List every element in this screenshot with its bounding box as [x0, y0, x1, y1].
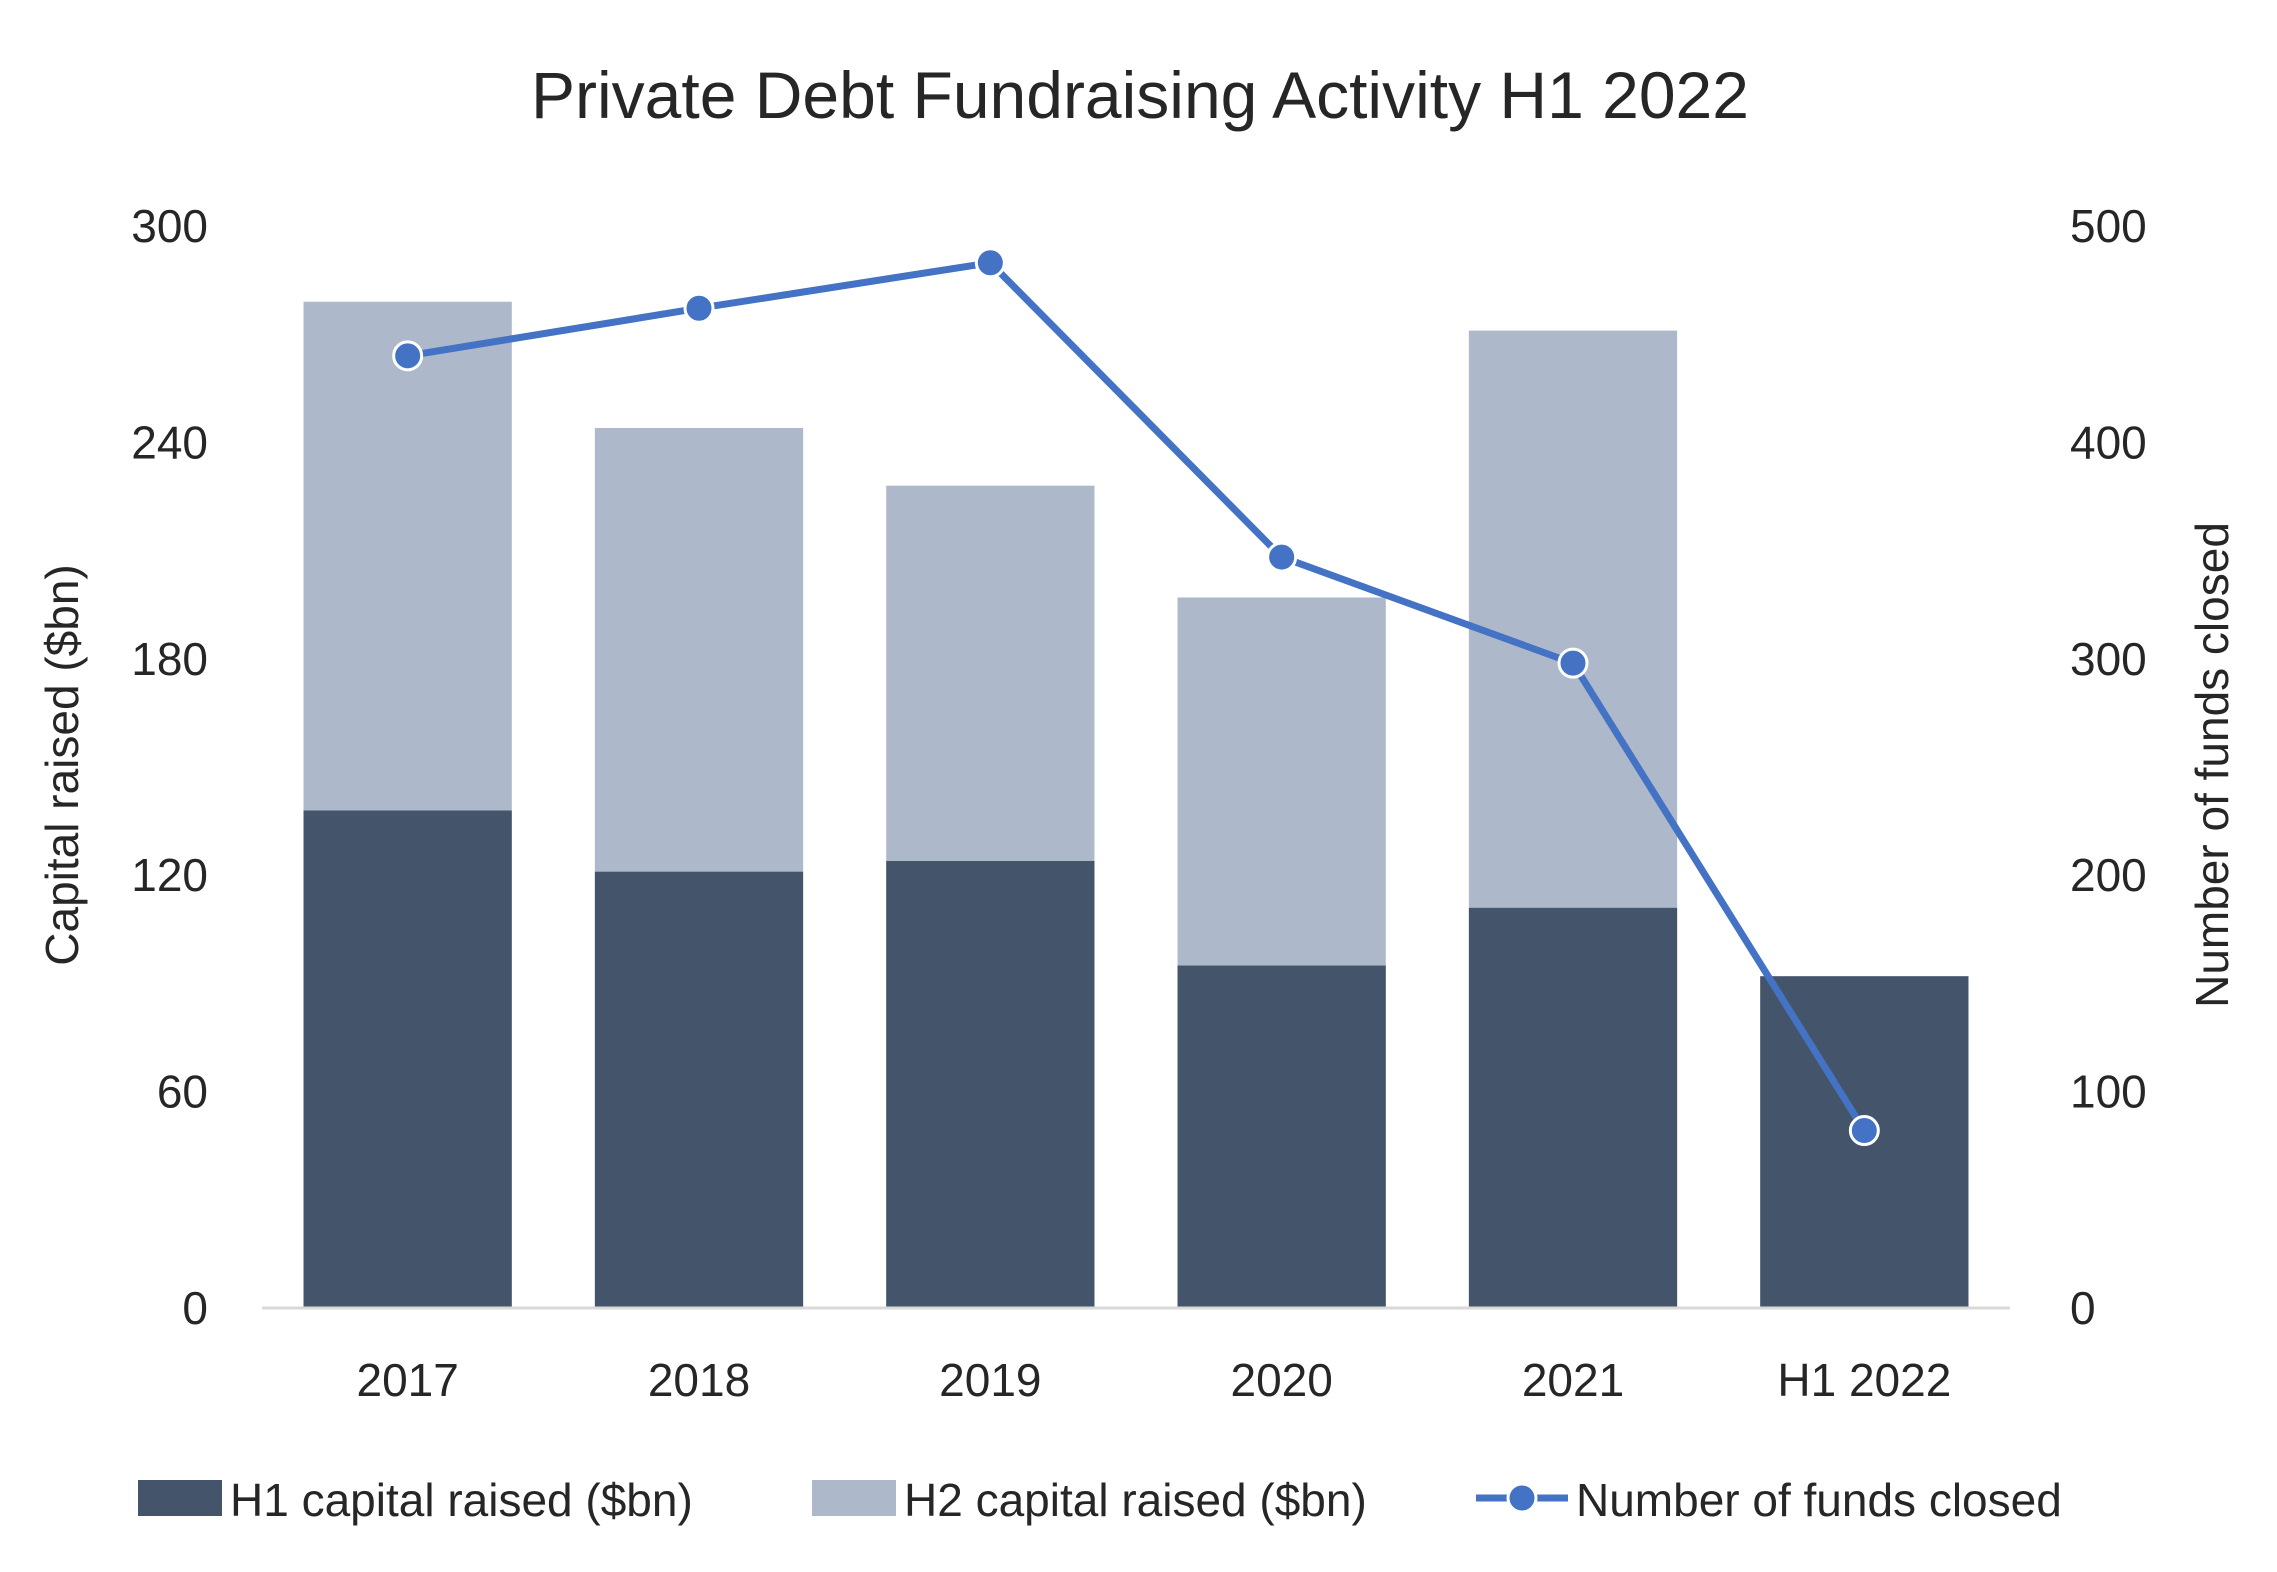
chart-title: Private Debt Fundraising Activity H1 202…: [531, 58, 1749, 132]
right-tick-label: 400: [2070, 416, 2147, 468]
bar-h1-2020: [1177, 965, 1386, 1308]
legend-label-h1: H1 capital raised ($bn): [230, 1474, 693, 1526]
left-tick-label: 60: [157, 1066, 208, 1118]
x-tick-label: 2021: [1522, 1354, 1624, 1406]
right-tick-label: 100: [2070, 1066, 2147, 1118]
legend-label-h2: H2 capital raised ($bn): [904, 1474, 1367, 1526]
left-tick-label: 240: [131, 416, 208, 468]
funds-closed-line: [407, 259, 1868, 1133]
left-tick-label: 300: [131, 200, 208, 252]
left-tick-label: 0: [182, 1282, 208, 1334]
bar-h1-2018: [594, 871, 804, 1308]
bar-h2-2018: [594, 427, 804, 872]
bar-h1-2021: [1468, 907, 1678, 1308]
funds-closed-marker: [1848, 1115, 1880, 1147]
right-tick-label: 0: [2070, 1282, 2096, 1334]
bar-h2-2019: [886, 485, 1095, 861]
bar-h2-2021: [1468, 330, 1678, 908]
legend-swatch-h1: [138, 1480, 222, 1516]
funds-closed-marker: [1557, 647, 1589, 679]
bar-h2-2017: [303, 301, 512, 811]
legend-label-funds: Number of funds closed: [1576, 1474, 2062, 1526]
bar-h2-2020: [1177, 597, 1386, 966]
legend-swatch-marker: [1506, 1482, 1538, 1514]
x-tick-label: 2020: [1230, 1354, 1332, 1406]
right-tick-label: 200: [2070, 849, 2147, 901]
bar-h1-2019: [886, 860, 1095, 1308]
right-axis-title: Number of funds closed: [2186, 522, 2238, 1008]
x-tick-label: 2017: [356, 1354, 458, 1406]
x-tick-label: 2018: [648, 1354, 750, 1406]
funds-closed-marker: [974, 247, 1006, 279]
x-tick-label: H1 2022: [1777, 1354, 1951, 1406]
left-tick-label: 120: [131, 849, 208, 901]
right-tick-label: 500: [2070, 200, 2147, 252]
bar-h1-2017: [303, 810, 512, 1308]
left-tick-label: 180: [131, 633, 208, 685]
legend: H1 capital raised ($bn) H2 capital raised…: [138, 1474, 2062, 1526]
legend-swatch-h2: [812, 1480, 896, 1516]
left-axis-ticks: 0 60 120 180 240 300: [131, 200, 208, 1334]
funds-closed-marker: [683, 292, 715, 324]
line-series-layer: [392, 247, 1880, 1147]
funds-closed-marker: [1266, 541, 1298, 573]
x-tick-label: 2019: [939, 1354, 1041, 1406]
right-tick-label: 300: [2070, 633, 2147, 685]
right-axis-ticks: 0 100 200 300 400 500: [2070, 200, 2147, 1334]
x-axis-ticks: 2017 2018 2019 2020 2021 H1 2022: [356, 1354, 1951, 1406]
left-axis-title: Capital raised ($bn): [36, 564, 88, 965]
funds-closed-marker: [392, 340, 424, 372]
bars-layer: [303, 301, 1969, 1308]
